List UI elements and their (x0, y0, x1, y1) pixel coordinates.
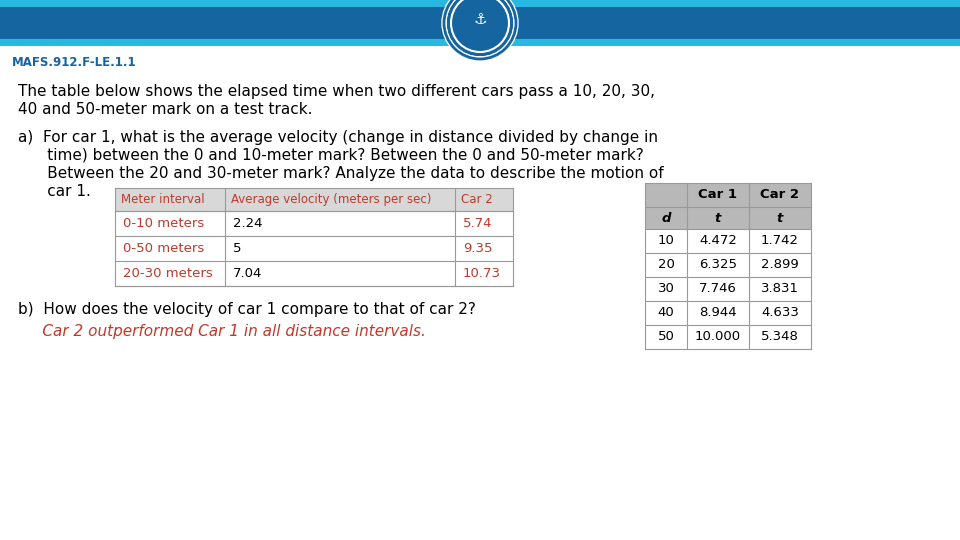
Bar (115, 188, 513, 211)
Text: Car 2: Car 2 (760, 188, 800, 201)
Text: Average velocity (meters per sec): Average velocity (meters per sec) (231, 193, 431, 206)
Text: 9.35: 9.35 (463, 242, 492, 255)
Text: 8.944: 8.944 (699, 307, 737, 320)
Text: 30: 30 (658, 282, 675, 295)
Text: 1.742: 1.742 (761, 234, 799, 247)
Text: 5.348: 5.348 (761, 330, 799, 343)
Bar (645, 253, 811, 277)
Bar (0, 7, 960, 39)
Bar (645, 207, 811, 229)
Text: ☂: ☂ (468, 11, 492, 35)
Text: b)  How does the velocity of car 1 compare to that of car 2?: b) How does the velocity of car 1 compar… (18, 302, 476, 317)
Text: 2.24: 2.24 (233, 217, 262, 230)
Text: 20: 20 (658, 259, 675, 272)
Text: d: d (661, 212, 671, 225)
Text: 40 and 50-meter mark on a test track.: 40 and 50-meter mark on a test track. (18, 102, 313, 117)
Text: 4.472: 4.472 (699, 234, 737, 247)
Text: Car 1: Car 1 (699, 188, 737, 201)
Text: a)  For car 1, what is the average velocity (change in distance divided by chang: a) For car 1, what is the average veloci… (18, 130, 658, 145)
Text: MAFS.912.F-LE.1.1: MAFS.912.F-LE.1.1 (12, 56, 136, 69)
Text: 10: 10 (658, 234, 675, 247)
Circle shape (442, 0, 518, 61)
Text: 0-50 meters: 0-50 meters (123, 242, 204, 255)
Text: 40: 40 (658, 307, 674, 320)
Circle shape (446, 0, 514, 57)
Text: t: t (715, 212, 721, 225)
Circle shape (448, 0, 512, 55)
Bar (645, 277, 811, 301)
Text: Meter interval: Meter interval (121, 193, 204, 206)
Circle shape (444, 0, 516, 59)
Text: 0-10 meters: 0-10 meters (123, 217, 204, 230)
Bar (115, 211, 513, 236)
Text: 5.74: 5.74 (463, 217, 492, 230)
Text: 2.899: 2.899 (761, 259, 799, 272)
Bar (115, 261, 513, 286)
Text: 6.325: 6.325 (699, 259, 737, 272)
Text: time) between the 0 and 10-meter mark? Between the 0 and 50-meter mark?: time) between the 0 and 10-meter mark? B… (18, 148, 644, 163)
Bar (115, 236, 513, 261)
Bar (645, 325, 811, 349)
Text: 50: 50 (658, 330, 675, 343)
Text: 3.831: 3.831 (761, 282, 799, 295)
Bar (0, 39, 960, 46)
Text: 7.746: 7.746 (699, 282, 737, 295)
Bar (645, 183, 811, 207)
Text: 10.73: 10.73 (463, 267, 501, 280)
Bar (645, 229, 811, 253)
Bar (0, 0, 960, 7)
Text: 7.04: 7.04 (233, 267, 262, 280)
Text: Car 2: Car 2 (461, 193, 492, 206)
Text: 5: 5 (233, 242, 242, 255)
Bar (645, 301, 811, 325)
Text: t: t (777, 212, 783, 225)
Text: ⚓: ⚓ (473, 12, 487, 28)
Text: 4.633: 4.633 (761, 307, 799, 320)
Text: Between the 20 and 30-meter mark? Analyze the data to describe the motion of: Between the 20 and 30-meter mark? Analyz… (18, 166, 663, 181)
Text: 10.000: 10.000 (695, 330, 741, 343)
Text: The table below shows the elapsed time when two different cars pass a 10, 20, 30: The table below shows the elapsed time w… (18, 84, 655, 99)
Text: Car 2 outperformed Car 1 in all distance intervals.: Car 2 outperformed Car 1 in all distance… (18, 324, 426, 339)
Text: 20-30 meters: 20-30 meters (123, 267, 213, 280)
Text: car 1.: car 1. (18, 184, 91, 199)
